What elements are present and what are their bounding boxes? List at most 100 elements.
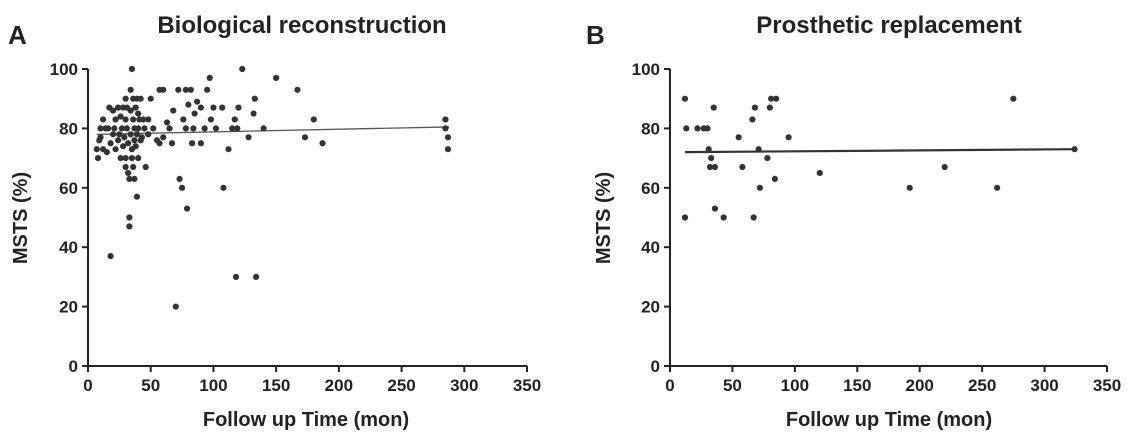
panel-b-y-tick-label: 0 <box>651 357 660 376</box>
panel-b-data-point <box>773 95 780 102</box>
panel-b-y-tick-label: 20 <box>641 298 660 317</box>
panel-a-x-tick-label: 50 <box>141 376 160 395</box>
panel-a-x-tick-label: 350 <box>513 376 541 395</box>
panel-a-data-point <box>127 86 134 93</box>
panel-a-plot-area: 0 20 40 60 80 100 0 50 100 150 200 250 300 350 <box>50 60 542 395</box>
panel-a-data-point <box>133 193 141 200</box>
panel-a-data-point <box>122 95 129 102</box>
panel-b-x-tick-label: 200 <box>906 376 934 395</box>
panel-a-data-point <box>126 175 133 182</box>
panel-a-data-point <box>130 163 137 171</box>
panel-a-data-point <box>239 65 246 73</box>
panel-b-data-point <box>750 214 757 221</box>
panel-a-data-point <box>126 214 133 221</box>
panel-a-y-tick-label: 60 <box>59 179 78 198</box>
panel-b-data-point <box>994 184 1001 191</box>
panel-b-x-tick-label: 50 <box>723 376 742 395</box>
panel-b-data-point <box>710 104 717 111</box>
panel-a-data-point <box>116 131 123 138</box>
panel-a-data-point <box>160 86 167 93</box>
panel-a-data-point <box>180 116 187 123</box>
panel-b-x-tick-label: 300 <box>1030 376 1058 395</box>
panel-a-data-point <box>135 125 142 132</box>
panel-a-data-point <box>126 223 133 230</box>
panel-a-data-point <box>260 125 267 132</box>
panel-b-y-axis-label: MSTS (%) <box>593 172 615 264</box>
panel-a-data-point <box>319 140 326 147</box>
panel-b-data-point <box>785 134 792 141</box>
panel-a-data-point <box>122 155 129 162</box>
panel-a-data-point <box>141 125 148 132</box>
panel-a-data-point <box>93 146 100 153</box>
panel-a-data-point <box>109 131 117 138</box>
panel-a-data-point <box>131 137 138 144</box>
panel-a-data-point <box>178 184 186 191</box>
panel-b-data-point <box>681 95 689 102</box>
panel-a-data-point <box>212 125 220 132</box>
panel-a-data-point <box>251 95 258 102</box>
panel-a-data-point <box>294 86 301 93</box>
panel-b-data-point <box>1071 146 1078 153</box>
panel-b-data-point <box>768 95 775 102</box>
panel-b-x-tick-label: 150 <box>843 376 871 395</box>
panel-a-data-point <box>127 107 134 114</box>
panel-a-data-point <box>170 107 177 114</box>
panel-a-data-point <box>160 134 167 141</box>
panel-a-data-point <box>123 125 130 132</box>
panel-b-x-tick-label: 350 <box>1093 376 1121 395</box>
panel-a-data-point <box>133 131 141 138</box>
panel-a-data-point <box>135 110 142 117</box>
panel-a-data-point <box>250 110 257 117</box>
panel-a-data-point <box>97 134 104 141</box>
panel-a-data-point <box>207 116 215 123</box>
panel-a-data-point <box>182 125 189 132</box>
panel-a-data-point <box>197 140 204 147</box>
panel-b-data-point <box>749 116 756 123</box>
panel-a-data-point <box>206 74 213 82</box>
panel-b-title: Prosthetic replacement <box>756 12 1021 39</box>
panel-b-data-point <box>704 125 711 132</box>
panel-a-data-point <box>210 104 217 111</box>
panel-b-letter: B <box>586 20 605 50</box>
panel-a-data-point <box>128 65 135 73</box>
panel-b-data-point <box>683 125 690 132</box>
panel-b-x-axis-label: Follow up Time (mon) <box>786 409 992 431</box>
panel-b-data-point <box>771 175 778 182</box>
panel-b-y-tick-label: 60 <box>641 179 660 198</box>
panel-b-data-point <box>941 163 948 171</box>
panel-a-data-point <box>120 143 127 150</box>
panel-a-data-point <box>442 125 449 132</box>
panel-b-data-point <box>705 146 712 153</box>
panel-b-data-point <box>739 163 746 171</box>
panel-a-data-point <box>140 116 147 123</box>
panel-a-data-point <box>166 125 173 132</box>
panel-b-data-point <box>756 184 763 191</box>
panel-a-data-point <box>115 104 122 111</box>
panel-a-data-point <box>117 113 124 120</box>
panel-a-data-point <box>125 169 132 177</box>
panel-a-data-point <box>156 140 163 147</box>
panel-a-data-point <box>189 140 196 147</box>
panel-a-data-point <box>128 155 135 162</box>
panel-a-data-point <box>204 86 211 93</box>
panel-a-data-point <box>245 134 252 141</box>
panel-a-data-point <box>187 86 194 93</box>
panel-a-data-point <box>235 104 242 111</box>
panel-a-y-tick-label: 0 <box>69 357 78 376</box>
panel-b-data-point <box>816 169 823 177</box>
panel-b-x-tick-label: 100 <box>781 376 809 395</box>
panel-a-data-point <box>194 98 201 105</box>
panel-a-data-point <box>135 155 142 162</box>
panel-a-y-tick-label: 80 <box>59 119 78 138</box>
panel-b-data-point <box>755 146 762 153</box>
panel-a-x-axis-label: Follow up Time (mon) <box>203 409 409 431</box>
panel-a-data-point <box>444 134 452 141</box>
panel-b-data-point <box>906 184 913 191</box>
panel-a-data-point <box>191 110 198 117</box>
panel-b-data-point <box>711 163 719 171</box>
panel-a-data-point <box>145 116 152 123</box>
panel-a-x-tick-label: 150 <box>262 376 290 395</box>
panel-a-data-point <box>220 184 227 191</box>
panel-a-data-point <box>111 125 118 132</box>
